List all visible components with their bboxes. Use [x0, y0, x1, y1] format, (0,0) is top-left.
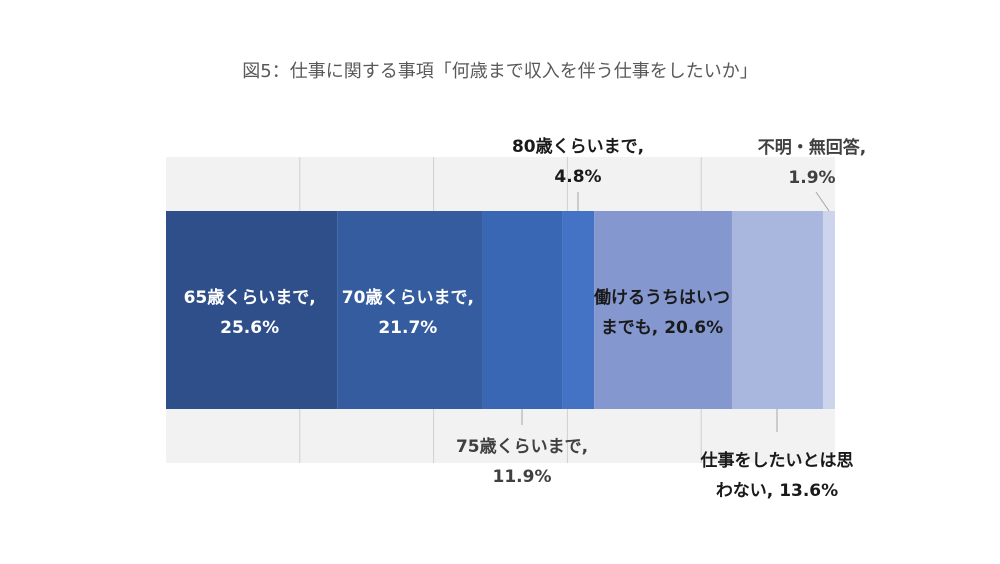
data-label: 65歳くらいまで,: [184, 287, 316, 308]
data-label: わない, 13.6%: [716, 481, 838, 501]
data-label: までも, 20.6%: [601, 318, 723, 338]
data-label: 仕事をしたいとは思: [700, 450, 854, 471]
bar-segment: [562, 211, 595, 409]
data-label: 75歳くらいまで,: [456, 436, 588, 457]
data-label: 80歳くらいまで,: [512, 136, 644, 157]
bar-segment: [594, 211, 732, 409]
bar-segment: [337, 211, 483, 409]
data-label: 働けるうちはいつ: [593, 287, 730, 308]
bar-segments: [166, 211, 835, 409]
data-label: 21.7%: [378, 318, 437, 338]
data-label: 1.9%: [788, 168, 835, 188]
data-label: 4.8%: [554, 167, 601, 187]
bar-segment: [482, 211, 563, 409]
data-label: 25.6%: [220, 318, 279, 338]
data-label: 11.9%: [493, 467, 552, 487]
bar-segment: [166, 211, 338, 409]
leader-line: [815, 191, 830, 212]
leader-lines: [521, 191, 830, 432]
bar-segment: [731, 211, 823, 409]
data-labels: 65歳くらいまで, 25.6% 70歳くらいまで, 21.7% 75歳くらいまで, 11.…: [184, 136, 867, 501]
data-label: 70歳くらいまで,: [342, 287, 474, 308]
bar-segment: [822, 211, 835, 409]
chart-title: 図5：仕事に関する事項「何歳まで収入を伴う仕事をしたいか」: [242, 61, 757, 82]
data-label: 不明・無回答,: [758, 137, 866, 158]
